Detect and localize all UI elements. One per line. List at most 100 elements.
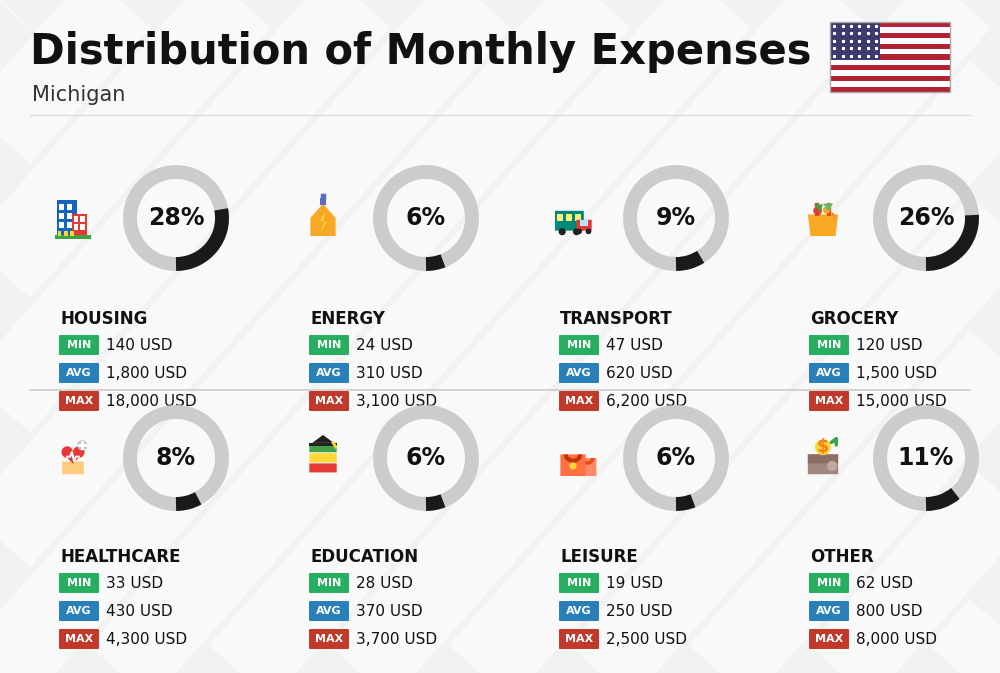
FancyBboxPatch shape (830, 76, 950, 81)
Circle shape (77, 440, 87, 450)
Text: GROCERY: GROCERY (810, 310, 898, 328)
FancyBboxPatch shape (78, 444, 87, 447)
FancyBboxPatch shape (59, 335, 99, 355)
Polygon shape (61, 452, 85, 464)
Text: MIN: MIN (67, 578, 91, 588)
Text: 370 USD: 370 USD (356, 604, 423, 618)
Text: MIN: MIN (567, 340, 591, 350)
Circle shape (823, 207, 830, 214)
FancyBboxPatch shape (830, 22, 880, 60)
Text: MIN: MIN (817, 578, 841, 588)
Text: 62 USD: 62 USD (856, 575, 913, 590)
Polygon shape (823, 204, 833, 211)
FancyBboxPatch shape (580, 220, 588, 226)
FancyBboxPatch shape (81, 441, 84, 450)
FancyBboxPatch shape (559, 573, 599, 593)
Text: 250 USD: 250 USD (606, 604, 672, 618)
FancyBboxPatch shape (309, 363, 349, 383)
FancyBboxPatch shape (55, 236, 91, 239)
Text: 6%: 6% (406, 446, 446, 470)
FancyBboxPatch shape (809, 601, 849, 621)
Text: 19 USD: 19 USD (606, 575, 663, 590)
FancyBboxPatch shape (309, 629, 349, 649)
Text: 4,300 USD: 4,300 USD (106, 631, 187, 647)
FancyBboxPatch shape (557, 214, 563, 221)
FancyBboxPatch shape (64, 231, 68, 236)
Text: 6%: 6% (406, 206, 446, 230)
Text: 1,500 USD: 1,500 USD (856, 365, 937, 380)
FancyBboxPatch shape (57, 200, 77, 236)
Text: MIN: MIN (817, 340, 841, 350)
FancyBboxPatch shape (559, 391, 599, 411)
FancyBboxPatch shape (59, 363, 99, 383)
Circle shape (559, 228, 566, 236)
FancyBboxPatch shape (559, 601, 599, 621)
FancyBboxPatch shape (59, 221, 64, 228)
Text: MAX: MAX (65, 634, 93, 644)
Text: OTHER: OTHER (810, 548, 874, 566)
Text: AVG: AVG (66, 368, 92, 378)
Text: 3,700 USD: 3,700 USD (356, 631, 437, 647)
Text: 6,200 USD: 6,200 USD (606, 394, 687, 409)
Text: AVG: AVG (66, 606, 92, 616)
FancyBboxPatch shape (566, 214, 572, 221)
FancyBboxPatch shape (809, 391, 849, 411)
Circle shape (586, 228, 591, 234)
Text: 8%: 8% (156, 446, 196, 470)
FancyBboxPatch shape (830, 71, 950, 76)
Text: 430 USD: 430 USD (106, 604, 173, 618)
FancyBboxPatch shape (559, 363, 599, 383)
FancyBboxPatch shape (309, 391, 349, 411)
Circle shape (61, 446, 73, 458)
Text: 15,000 USD: 15,000 USD (856, 394, 947, 409)
Text: $: $ (817, 438, 829, 456)
FancyBboxPatch shape (62, 462, 84, 474)
Text: 310 USD: 310 USD (356, 365, 423, 380)
Polygon shape (320, 213, 327, 232)
Text: MIN: MIN (567, 578, 591, 588)
Text: 120 USD: 120 USD (856, 337, 922, 353)
Text: 26%: 26% (898, 206, 954, 230)
Text: MIN: MIN (67, 340, 91, 350)
FancyBboxPatch shape (578, 458, 596, 476)
FancyBboxPatch shape (67, 221, 72, 228)
FancyBboxPatch shape (830, 65, 950, 71)
FancyBboxPatch shape (577, 220, 592, 231)
Text: ENERGY: ENERGY (310, 310, 385, 328)
FancyBboxPatch shape (309, 601, 349, 621)
FancyBboxPatch shape (74, 224, 78, 229)
Text: 24 USD: 24 USD (356, 337, 413, 353)
Text: AVG: AVG (566, 368, 592, 378)
Text: 6%: 6% (656, 446, 696, 470)
FancyBboxPatch shape (830, 38, 950, 44)
Text: AVG: AVG (316, 606, 342, 616)
FancyBboxPatch shape (560, 454, 586, 476)
Text: MIN: MIN (317, 340, 341, 350)
FancyBboxPatch shape (59, 213, 64, 219)
Text: 8,000 USD: 8,000 USD (856, 631, 937, 647)
Text: MIN: MIN (317, 578, 341, 588)
Text: MAX: MAX (65, 396, 93, 406)
Text: 9%: 9% (656, 206, 696, 230)
Polygon shape (814, 205, 823, 213)
FancyBboxPatch shape (78, 444, 87, 447)
FancyBboxPatch shape (555, 211, 584, 231)
Text: 800 USD: 800 USD (856, 604, 922, 618)
Text: 2,500 USD: 2,500 USD (606, 631, 687, 647)
FancyBboxPatch shape (809, 629, 849, 649)
Circle shape (334, 446, 337, 449)
FancyBboxPatch shape (575, 214, 581, 221)
FancyBboxPatch shape (809, 335, 849, 355)
Text: 28%: 28% (148, 206, 204, 230)
Text: HEALTHCARE: HEALTHCARE (60, 548, 180, 566)
Text: HOUSING: HOUSING (60, 310, 147, 328)
FancyBboxPatch shape (309, 444, 337, 452)
FancyBboxPatch shape (81, 441, 84, 450)
FancyBboxPatch shape (67, 213, 72, 219)
Circle shape (73, 446, 85, 458)
Polygon shape (808, 215, 838, 236)
Text: Distribution of Monthly Expenses: Distribution of Monthly Expenses (30, 31, 812, 73)
Text: MAX: MAX (315, 634, 343, 644)
FancyBboxPatch shape (559, 335, 599, 355)
Text: 620 USD: 620 USD (606, 365, 673, 380)
